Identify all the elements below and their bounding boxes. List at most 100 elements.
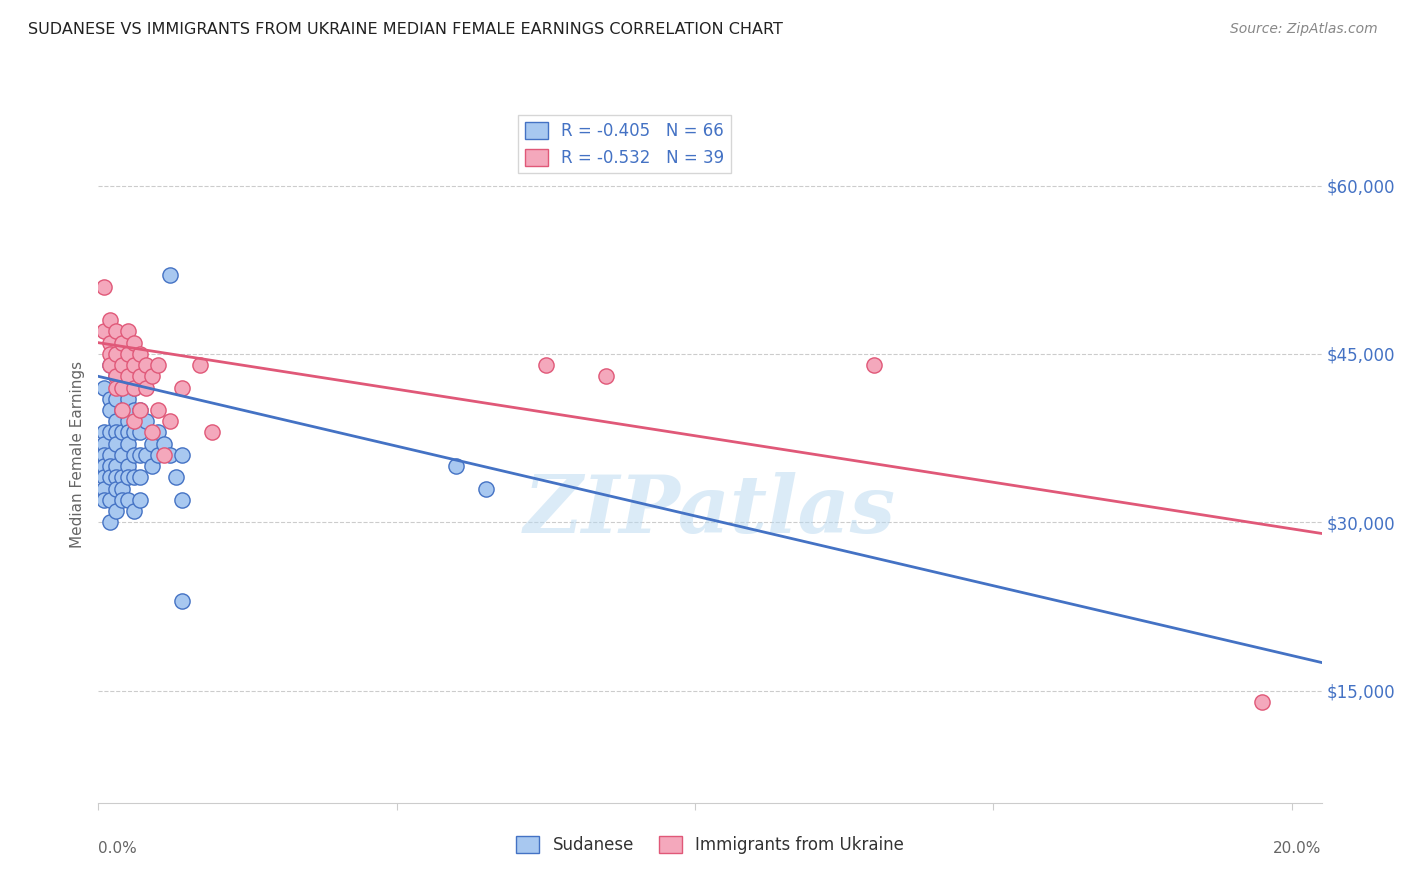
Point bbox=[93, 381, 115, 395]
Point bbox=[122, 381, 145, 395]
Legend: Sudanese, Immigrants from Ukraine: Sudanese, Immigrants from Ukraine bbox=[509, 829, 911, 861]
Point bbox=[141, 369, 163, 384]
Point bbox=[98, 335, 121, 350]
Point bbox=[135, 414, 157, 428]
Point bbox=[111, 381, 134, 395]
Point bbox=[111, 335, 134, 350]
Point bbox=[98, 358, 121, 372]
Point bbox=[105, 381, 128, 395]
Point bbox=[129, 425, 152, 440]
Point bbox=[129, 470, 152, 484]
Point bbox=[98, 448, 121, 462]
Point bbox=[122, 470, 145, 484]
Point bbox=[98, 403, 121, 417]
Point bbox=[117, 325, 139, 339]
Point bbox=[534, 358, 557, 372]
Point bbox=[93, 492, 115, 507]
Point bbox=[159, 414, 181, 428]
Point bbox=[93, 470, 115, 484]
Point bbox=[105, 470, 128, 484]
Point bbox=[105, 414, 128, 428]
Point bbox=[111, 482, 134, 496]
Point bbox=[111, 492, 134, 507]
Point bbox=[146, 425, 169, 440]
Point bbox=[111, 403, 134, 417]
Point bbox=[129, 369, 152, 384]
Point bbox=[159, 268, 181, 283]
Point bbox=[93, 482, 115, 496]
Point bbox=[93, 448, 115, 462]
Point bbox=[105, 347, 128, 361]
Point bbox=[117, 369, 139, 384]
Text: SUDANESE VS IMMIGRANTS FROM UKRAINE MEDIAN FEMALE EARNINGS CORRELATION CHART: SUDANESE VS IMMIGRANTS FROM UKRAINE MEDI… bbox=[28, 22, 783, 37]
Point bbox=[98, 515, 121, 529]
Point bbox=[105, 325, 128, 339]
Point bbox=[129, 403, 152, 417]
Point bbox=[117, 436, 139, 450]
Point bbox=[111, 470, 134, 484]
Point bbox=[595, 369, 617, 384]
Point bbox=[98, 425, 121, 440]
Point bbox=[153, 448, 176, 462]
Point bbox=[93, 279, 115, 293]
Point bbox=[135, 448, 157, 462]
Point bbox=[122, 414, 145, 428]
Point bbox=[93, 325, 115, 339]
Point bbox=[98, 470, 121, 484]
Text: ZIPatlas: ZIPatlas bbox=[524, 472, 896, 549]
Point bbox=[93, 459, 115, 474]
Point bbox=[122, 335, 145, 350]
Point bbox=[159, 448, 181, 462]
Point bbox=[446, 459, 468, 474]
Point bbox=[111, 448, 134, 462]
Point bbox=[105, 436, 128, 450]
Point bbox=[146, 448, 169, 462]
Point bbox=[141, 425, 163, 440]
Point bbox=[117, 470, 139, 484]
Point bbox=[122, 403, 145, 417]
Point bbox=[98, 492, 121, 507]
Text: 20.0%: 20.0% bbox=[1274, 841, 1322, 856]
Point bbox=[111, 403, 134, 417]
Point bbox=[170, 448, 193, 462]
Point bbox=[98, 313, 121, 327]
Point bbox=[129, 448, 152, 462]
Point bbox=[475, 482, 498, 496]
Point bbox=[122, 381, 145, 395]
Point bbox=[1251, 695, 1274, 709]
Point bbox=[122, 448, 145, 462]
Point bbox=[105, 459, 128, 474]
Point bbox=[146, 358, 169, 372]
Point bbox=[153, 436, 176, 450]
Text: Source: ZipAtlas.com: Source: ZipAtlas.com bbox=[1230, 22, 1378, 37]
Point bbox=[117, 414, 139, 428]
Point bbox=[105, 504, 128, 518]
Point bbox=[105, 425, 128, 440]
Point bbox=[122, 425, 145, 440]
Point bbox=[129, 492, 152, 507]
Point bbox=[165, 470, 187, 484]
Point bbox=[135, 358, 157, 372]
Point bbox=[111, 358, 134, 372]
Point bbox=[122, 504, 145, 518]
Point bbox=[201, 425, 224, 440]
Point bbox=[117, 459, 139, 474]
Point bbox=[117, 392, 139, 406]
Point bbox=[141, 459, 163, 474]
Point bbox=[93, 425, 115, 440]
Y-axis label: Median Female Earnings: Median Female Earnings bbox=[70, 361, 86, 549]
Point bbox=[105, 482, 128, 496]
Point bbox=[98, 459, 121, 474]
Point bbox=[105, 369, 128, 384]
Point bbox=[117, 425, 139, 440]
Point bbox=[122, 358, 145, 372]
Point bbox=[170, 594, 193, 608]
Point bbox=[170, 381, 193, 395]
Point bbox=[98, 358, 121, 372]
Point bbox=[98, 347, 121, 361]
Point bbox=[170, 492, 193, 507]
Point bbox=[188, 358, 211, 372]
Point bbox=[129, 403, 152, 417]
Point bbox=[111, 425, 134, 440]
Point bbox=[141, 436, 163, 450]
